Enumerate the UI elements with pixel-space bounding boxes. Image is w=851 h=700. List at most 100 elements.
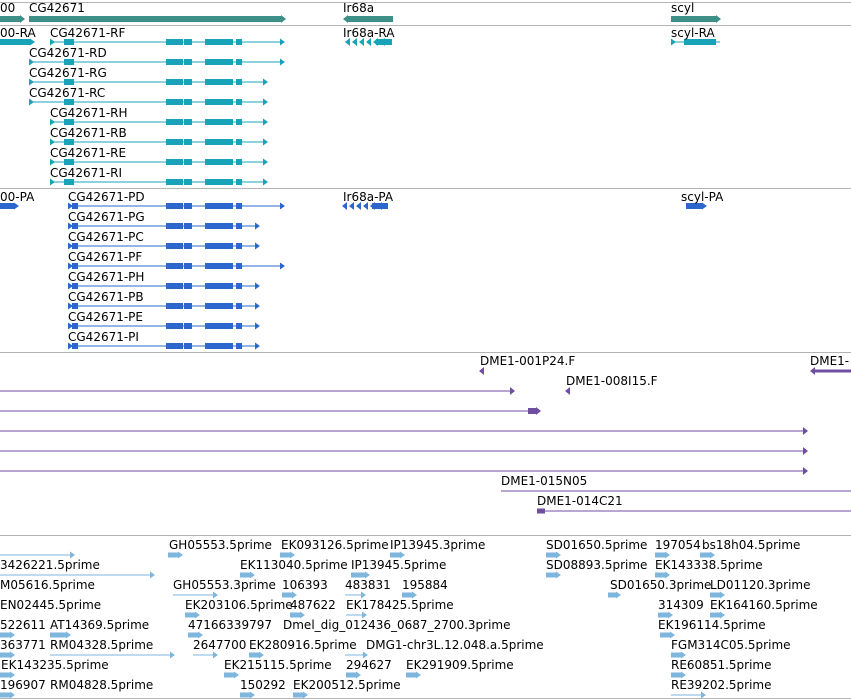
exon-box [72,243,78,249]
est-label[interactable]: EK164160.5prime [710,598,818,612]
est-label[interactable]: DMG1-chr3L.12.048.a.5prime [366,638,544,652]
est-label[interactable]: 3426221.5prime [0,558,100,572]
protein-label[interactable]: CG42671-PC [68,230,144,244]
transcript-label[interactable]: CG42671-RD [29,46,107,60]
est-label[interactable]: 150292 [240,678,286,692]
clone-label[interactable]: DME1-008I15.F [566,374,658,388]
est-box [0,692,10,698]
est-label[interactable]: EK093126.5prime [281,538,389,552]
gene-label[interactable]: Ir68a [343,1,375,15]
est-label[interactable]: 196907 [0,678,46,692]
clone-label[interactable]: DME1-015N05 [501,474,588,488]
est-label[interactable]: AT14369.5prime [50,618,150,632]
est-label[interactable]: 195884 [402,578,448,592]
transcript-label[interactable]: scyl-RA [671,26,715,40]
protein-label[interactable]: Ir68a-PA [343,190,394,204]
gene-label[interactable]: 00 [0,1,16,15]
est-label[interactable]: EK215115.5prime [224,658,332,672]
est-label[interactable]: EK178425.5prime [346,598,454,612]
transcript-label[interactable]: CG42671-RF [50,26,126,40]
est-label[interactable]: RM04328.5prime [50,638,154,652]
est-box [655,572,665,578]
est-label[interactable]: IP13945.5prime [351,558,447,572]
transcript-label[interactable]: CG42671-RI [50,166,123,180]
est-label[interactable]: 106393 [282,578,328,592]
protein-label[interactable]: CG42671-PF [68,250,143,264]
clone-label[interactable]: DME1-001P24.F [480,354,576,368]
est-box [168,552,178,558]
est-label[interactable]: 522611 [0,618,46,632]
est-label[interactable]: GH05553.3prime [173,578,276,592]
transcript-label[interactable]: CG42671-RB [50,126,127,140]
exon-box [0,203,14,209]
est-arrow [10,691,15,699]
exon-box [205,139,233,145]
est-label[interactable]: RE60851.5prime [671,658,772,672]
est-label[interactable]: 294627 [346,658,392,672]
exon-box [72,223,78,229]
est-label[interactable]: EK143338.5prime [655,558,763,572]
est-arrow [681,651,686,659]
clone-arrow [810,367,815,375]
est-label[interactable]: IP13945.3prime [390,538,486,552]
transcript-label[interactable]: 00-RA [0,26,36,40]
protein-label[interactable]: CG42671-PG [68,210,145,224]
protein-label[interactable]: CG42671-PE [68,310,143,324]
exon-box [236,343,242,349]
protein-label[interactable]: CG42671-PI [68,330,139,344]
est-box [658,612,668,618]
est-label[interactable]: LD01120.3prime [710,578,811,592]
track-divider-genes [0,25,851,26]
est-label[interactable]: EK113040.5prime [240,558,348,572]
est-label[interactable]: EK196114.5prime [658,618,766,632]
est-label[interactable]: EK200512.5prime [293,678,401,692]
protein-label[interactable]: CG42671-PD [68,190,145,204]
clone-label[interactable]: DME1- [810,354,850,368]
est-label[interactable]: 314309 [658,598,704,612]
est-box [608,592,616,598]
est-label[interactable]: SD01650.5prime [546,538,648,552]
est-label[interactable]: M05616.5prime [0,578,95,592]
strand-arrow [255,242,260,250]
est-label[interactable]: EK280916.5prime [249,638,357,652]
est-label[interactable]: 47166339797 [188,618,272,632]
est-label[interactable]: 487622 [290,598,336,612]
protein-label[interactable]: scyl-PA [681,190,724,204]
est-label[interactable]: SD01650.3prime [610,578,712,592]
est-arrow [665,551,670,559]
transcript-label[interactable]: CG42671-RH [50,106,128,120]
est-label[interactable]: 2647700 [193,638,247,652]
est-label[interactable]: 363771 [0,638,46,652]
strand-arrow [29,78,34,86]
gene-label[interactable]: CG42671 [29,1,85,15]
exon-box [236,39,242,45]
transcript-label[interactable]: CG42671-RG [29,66,107,80]
transcript-label[interactable]: CG42671-RC [29,86,106,100]
protein-label[interactable]: 00-PA [0,190,35,204]
est-label[interactable]: RM04828.5prime [50,678,154,692]
clone-label[interactable]: DME1-014C21 [537,494,623,508]
est-label[interactable]: EN02445.5prime [0,598,102,612]
track-divider-bottom [0,698,851,699]
protein-label[interactable]: CG42671-PH [68,270,145,284]
est-label[interactable]: EK203106.5prime [185,598,293,612]
strand-arrow [50,158,55,166]
est-label[interactable]: RE39202.5prime [671,678,772,692]
strand-arrow [255,302,260,310]
exon-box [236,243,242,249]
gene-label[interactable]: scyl [671,1,695,15]
transcript-label[interactable]: CG42671-RE [50,146,127,160]
est-label[interactable]: 483831 [345,578,391,592]
est-label[interactable]: EK143235.5prime [1,658,109,672]
est-label[interactable]: FGM314C05.5prime [671,638,791,652]
est-label[interactable]: bs18h04.5prime [702,538,801,552]
strand-arrow [352,38,357,46]
est-label[interactable]: GH05553.5prime [169,538,272,552]
est-label[interactable]: Dmel_dig_012436_0687_2700.3prime [283,618,511,632]
est-label[interactable]: EK291909.5prime [406,658,514,672]
transcript-label[interactable]: Ir68a-RA [343,26,395,40]
est-label[interactable]: SD08893.5prime [546,558,648,572]
est-label[interactable]: 197054 [655,538,701,552]
est-box [282,592,292,598]
protein-label[interactable]: CG42671-PB [68,290,144,304]
